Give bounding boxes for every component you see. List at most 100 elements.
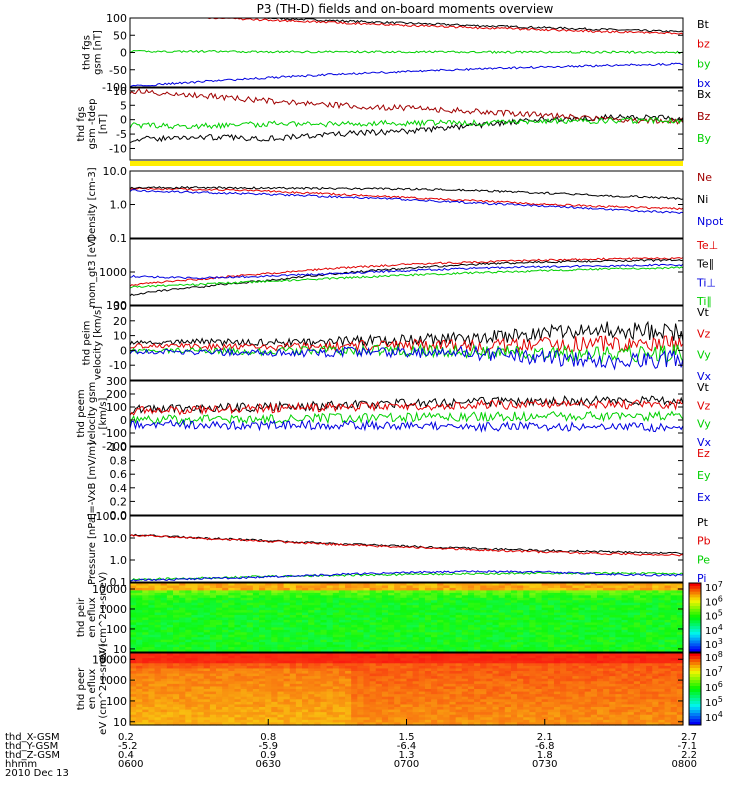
y-tick-label: 0.1 [110, 232, 128, 245]
series-line-Vy [129, 410, 684, 426]
legend-entry: By [697, 132, 712, 145]
footer-value: 0730 [532, 759, 557, 770]
footer-value: 0600 [118, 759, 143, 770]
footer-value: 0700 [394, 759, 419, 770]
legend: Vt Vz Vy Vx [697, 306, 712, 383]
y-axis-label: thd peemvelocity gsm[km/s] [76, 382, 109, 446]
series-lines [129, 17, 684, 88]
legend-entry: Te⊥ [696, 239, 718, 252]
colorbar-tick-label: 106 [705, 680, 723, 694]
y-tick-label: 20 [113, 315, 127, 328]
y-axis-label: Density [cm-3] [87, 167, 98, 241]
y-tick-label: 0 [120, 114, 127, 127]
legend-entry: Te∥ [696, 258, 714, 271]
y-tick-label: 50 [113, 29, 127, 42]
y-tick-label: 10 [113, 85, 127, 98]
panel-7: 1.00.80.60.40.20.0 E=-VxB [mV/m] Ez Ey Ex [87, 441, 711, 522]
panel-frame [129, 238, 684, 306]
legend: Ez Ey Ex [697, 447, 711, 504]
legend-entry: Vt [697, 381, 710, 394]
colorbar [688, 652, 702, 726]
footer-value: -6.4 [397, 741, 417, 752]
y-ticks: 10000 1000 100 10 [92, 583, 683, 656]
legend-entry: Vx [697, 436, 712, 449]
footer-value: -5.2 [118, 741, 138, 752]
series-line-Vz [129, 398, 684, 416]
y-ticks: 100.0 10.0 1.0 0.1 [96, 510, 683, 589]
y-axis-label: mom_gt3 [eV] [87, 236, 98, 307]
legend-entry: Bz [697, 110, 711, 123]
series-line-By [129, 117, 684, 130]
footer-value: 0.2 [118, 732, 134, 743]
legend: Vt Vz Vy Vx [697, 381, 712, 449]
y-tick-label: 0.1 [110, 576, 128, 589]
series-line-Pe [129, 571, 684, 581]
y-tick-label: 10 [113, 643, 127, 656]
colorbar-tick-label: 103 [705, 637, 723, 651]
y-axis-label: thd peiren efluxeV (cm^2-s-sr-eV) [76, 572, 109, 664]
footer-value: -7.1 [677, 741, 697, 752]
y-axis-label: thd fgsgsm -tdep[nT] [76, 99, 109, 150]
y-tick-label: 10.0 [103, 165, 128, 178]
legend-entry: Ti∥ [696, 295, 712, 308]
series-line-Pt [129, 533, 684, 555]
series-lines [129, 185, 684, 214]
colorbar-tick-label: 105 [705, 609, 723, 623]
y-axis-label: thd fgsgsm [nT] [82, 30, 104, 75]
spectrogram-cells [130, 653, 684, 726]
series-line-by [129, 49, 684, 55]
panel-8: 100.0 10.0 1.0 0.1 Pressure [nPa] Pt Pb Pe Pi [87, 510, 711, 589]
panel-4: 1000 100 mom_gt3 [eV] Te⊥ Te∥ Ti⊥ Ti∥ [87, 236, 718, 312]
y-tick-label: 5 [120, 99, 127, 112]
y-axis-label: E=-VxB [mV/m] [87, 442, 98, 520]
panel-3: 10.0 1.0 0.1 Density [cm-3] Ne Ni Npot [87, 165, 724, 245]
legend: Pt Pb Pe Pi [697, 516, 711, 585]
legend-entry: bx [697, 77, 711, 90]
series-line-Vt [129, 320, 684, 349]
series-lines [129, 533, 684, 582]
series-lines [129, 395, 684, 433]
legend-entry: Ex [697, 491, 711, 504]
series-line-Pb [129, 534, 684, 557]
y-tick-label: 0.8 [110, 455, 128, 468]
y-tick-label: -50 [109, 64, 127, 77]
y-ticks: 100 50 0 -50 -100 [102, 12, 683, 94]
y-tick-label: 0.2 [110, 495, 128, 508]
y-tick-label: 100.0 [96, 510, 128, 523]
y-tick-label: 200 [106, 388, 127, 401]
series-lines [129, 320, 684, 371]
y-tick-label: 1000 [99, 603, 127, 616]
y-tick-label: 100 [106, 401, 127, 414]
y-tick-label: 0 [120, 344, 127, 357]
legend: Bt bz by bx [697, 18, 711, 90]
y-tick-label: 0.0 [110, 509, 128, 522]
y-tick-label: -10 [109, 143, 127, 156]
y-ticks: 10.0 1.0 0.1 [103, 165, 683, 245]
legend-entry: Pb [697, 535, 711, 548]
y-tick-label: -100 [102, 81, 127, 94]
legend-entry: Bt [697, 18, 710, 31]
legend-entry: Ne [697, 171, 712, 184]
series-line-Vx [129, 345, 684, 371]
legend-entry: Vt [697, 306, 710, 319]
legend-entry: Vy [697, 349, 711, 362]
colorbar-tick-label: 104 [705, 623, 723, 637]
spectrogram-cells [130, 583, 684, 653]
footer-value: 1.5 [399, 732, 415, 743]
y-tick-label: 0.6 [110, 468, 128, 481]
footer-date: 2010 Dec 13 [5, 768, 69, 779]
y-tick-label: 100 [106, 12, 127, 25]
colorbar [688, 582, 702, 653]
y-tick-label: 1.0 [110, 554, 128, 567]
legend: Te⊥ Te∥ Ti⊥ Ti∥ [696, 239, 718, 308]
footer-row-label: thd_Y-GSM [5, 741, 58, 752]
legend-entry: Bx [697, 88, 712, 101]
footer-value: 1.8 [537, 750, 553, 761]
footer-value: 0.9 [260, 750, 276, 761]
colorbar-tick-label: 106 [705, 594, 723, 608]
legend-entry: Ey [697, 469, 711, 482]
y-ticks: 1000 100 [99, 266, 683, 312]
legend: Ne Ni Npot [697, 171, 724, 228]
footer-value: -6.8 [535, 741, 555, 752]
